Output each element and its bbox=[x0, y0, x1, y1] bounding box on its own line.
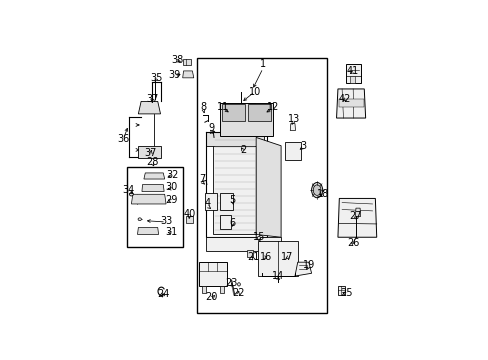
Text: 19: 19 bbox=[302, 260, 314, 270]
Text: 12: 12 bbox=[266, 102, 279, 112]
Text: 15: 15 bbox=[252, 232, 264, 242]
Ellipse shape bbox=[138, 218, 141, 221]
Polygon shape bbox=[257, 242, 297, 276]
Polygon shape bbox=[339, 99, 364, 107]
Text: 36: 36 bbox=[117, 134, 129, 144]
Polygon shape bbox=[143, 173, 164, 179]
Polygon shape bbox=[142, 185, 164, 192]
Text: 3: 3 bbox=[300, 141, 305, 151]
Text: 37: 37 bbox=[146, 94, 158, 104]
Text: 6: 6 bbox=[229, 219, 235, 228]
Text: 25: 25 bbox=[339, 288, 352, 298]
Polygon shape bbox=[256, 138, 281, 237]
Text: 23: 23 bbox=[224, 278, 237, 288]
Text: 21: 21 bbox=[247, 252, 259, 262]
Polygon shape bbox=[131, 194, 166, 204]
Polygon shape bbox=[336, 89, 365, 118]
Polygon shape bbox=[206, 237, 281, 251]
Polygon shape bbox=[183, 59, 191, 66]
Polygon shape bbox=[337, 198, 376, 237]
Polygon shape bbox=[220, 215, 231, 229]
Polygon shape bbox=[202, 286, 206, 293]
Polygon shape bbox=[183, 71, 193, 78]
Text: 10: 10 bbox=[248, 87, 261, 97]
Text: 7: 7 bbox=[199, 174, 205, 184]
Text: 24: 24 bbox=[157, 289, 169, 299]
Text: 26: 26 bbox=[346, 238, 359, 248]
Polygon shape bbox=[206, 132, 264, 146]
Text: 40: 40 bbox=[183, 209, 195, 219]
Polygon shape bbox=[346, 64, 361, 84]
Text: 22: 22 bbox=[231, 288, 244, 298]
Polygon shape bbox=[220, 286, 224, 293]
Polygon shape bbox=[294, 262, 311, 276]
Polygon shape bbox=[285, 141, 300, 159]
Text: 2: 2 bbox=[240, 145, 246, 155]
Text: 4: 4 bbox=[204, 198, 210, 208]
Text: 31: 31 bbox=[165, 227, 177, 237]
Text: 32: 32 bbox=[166, 170, 179, 180]
Text: 28: 28 bbox=[146, 157, 158, 167]
Polygon shape bbox=[349, 76, 355, 84]
Polygon shape bbox=[137, 228, 158, 234]
Text: 13: 13 bbox=[287, 114, 299, 125]
Text: 17: 17 bbox=[280, 252, 292, 262]
Bar bbox=[196, 58, 326, 314]
Text: 5: 5 bbox=[229, 195, 235, 205]
Text: 35: 35 bbox=[150, 73, 162, 83]
Text: 33: 33 bbox=[160, 216, 172, 226]
Polygon shape bbox=[247, 104, 271, 121]
Polygon shape bbox=[199, 262, 226, 286]
Polygon shape bbox=[138, 102, 160, 114]
Polygon shape bbox=[247, 250, 253, 257]
Text: 41: 41 bbox=[346, 66, 359, 76]
Text: 29: 29 bbox=[165, 195, 178, 205]
Text: 11: 11 bbox=[216, 102, 228, 112]
Polygon shape bbox=[220, 193, 232, 210]
Text: 9: 9 bbox=[208, 123, 214, 133]
Text: 34: 34 bbox=[122, 185, 135, 195]
Text: 30: 30 bbox=[165, 183, 177, 192]
Text: 42: 42 bbox=[338, 94, 350, 104]
Polygon shape bbox=[186, 216, 193, 223]
Text: 16: 16 bbox=[259, 252, 271, 262]
Polygon shape bbox=[213, 138, 256, 234]
Text: 8: 8 bbox=[200, 102, 206, 112]
Polygon shape bbox=[355, 208, 360, 216]
Ellipse shape bbox=[129, 193, 133, 196]
Polygon shape bbox=[290, 123, 295, 131]
Polygon shape bbox=[204, 193, 217, 210]
Text: 27: 27 bbox=[349, 211, 362, 221]
Text: 39: 39 bbox=[168, 70, 180, 80]
Ellipse shape bbox=[257, 237, 260, 240]
Text: 14: 14 bbox=[272, 271, 284, 281]
Text: 37: 37 bbox=[144, 148, 157, 158]
Ellipse shape bbox=[311, 183, 322, 198]
Polygon shape bbox=[337, 286, 344, 296]
Polygon shape bbox=[221, 104, 244, 121]
Ellipse shape bbox=[237, 283, 240, 286]
Text: 1: 1 bbox=[260, 59, 265, 69]
Text: 18: 18 bbox=[316, 189, 328, 199]
Bar bbox=[127, 167, 183, 247]
Polygon shape bbox=[220, 103, 272, 136]
Text: 20: 20 bbox=[205, 292, 218, 302]
Polygon shape bbox=[138, 146, 160, 158]
Ellipse shape bbox=[313, 185, 320, 195]
Text: 38: 38 bbox=[171, 55, 183, 65]
